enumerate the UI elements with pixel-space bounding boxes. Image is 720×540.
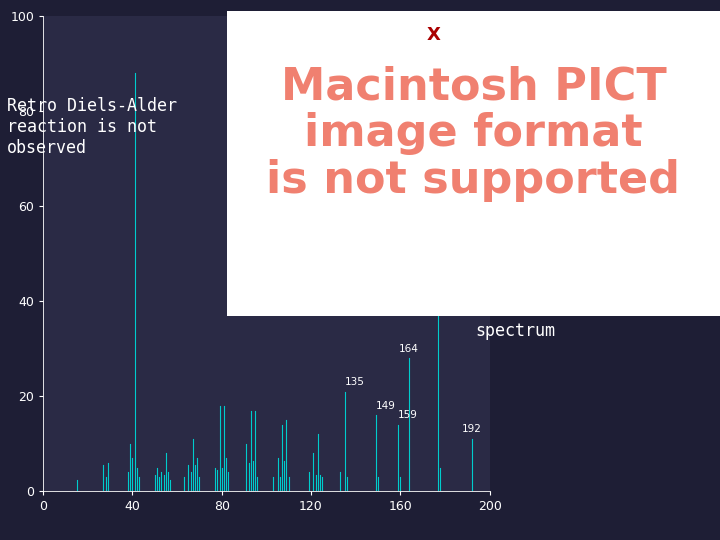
Text: 164: 164 bbox=[400, 343, 419, 354]
Text: 135: 135 bbox=[344, 377, 364, 387]
Text: 177: 177 bbox=[428, 182, 449, 192]
Text: Retro Diels-Alder
reaction is not
observed: Retro Diels-Alder reaction is not observ… bbox=[7, 97, 177, 157]
Text: 149: 149 bbox=[376, 401, 396, 410]
Text: X: X bbox=[427, 26, 441, 44]
Text: Macintosh PICT
image format
is not supported: Macintosh PICT image format is not suppo… bbox=[266, 66, 680, 201]
Text: 159: 159 bbox=[398, 410, 418, 420]
Text: Aromatization via
substitution
dominates the
spectrum: Aromatization via substitution dominates… bbox=[475, 259, 645, 340]
Text: 192: 192 bbox=[462, 424, 482, 434]
